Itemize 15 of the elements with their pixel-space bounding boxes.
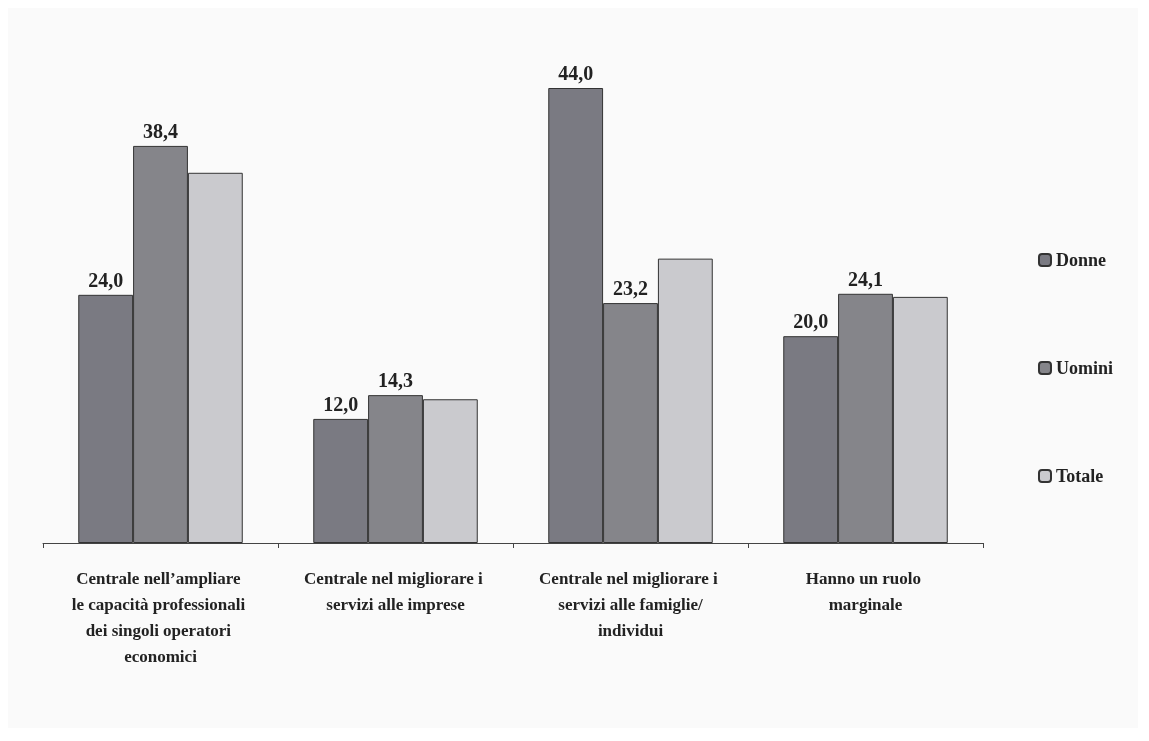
data-label: 20,0 <box>793 310 829 333</box>
data-label: 12,0 <box>323 392 359 415</box>
data-label: 24,1 <box>848 267 883 290</box>
legend-label: Donne <box>1055 250 1107 270</box>
legend-label: Totale <box>1055 466 1104 486</box>
data-label: 44,0 <box>558 62 594 84</box>
x-tick-label: Centrale nel migliorare i servizi alle famiglie/individui <box>539 568 722 640</box>
data-label: 14,3 <box>378 369 413 392</box>
x-tick-label: Centrale nel migliorare i servizi alle imprese <box>304 568 487 614</box>
data-label: 23,2 <box>613 277 648 300</box>
data-label: 24,0 <box>88 268 124 291</box>
legend-label: Uomini <box>1055 358 1114 378</box>
data-label: 38,4 <box>143 119 178 142</box>
x-tick-label: Hanno un ruolo marginale <box>805 568 926 614</box>
x-tick-label: Centrale nell’ampliare le capacità professionali dei singoli operatori economici <box>71 568 250 666</box>
